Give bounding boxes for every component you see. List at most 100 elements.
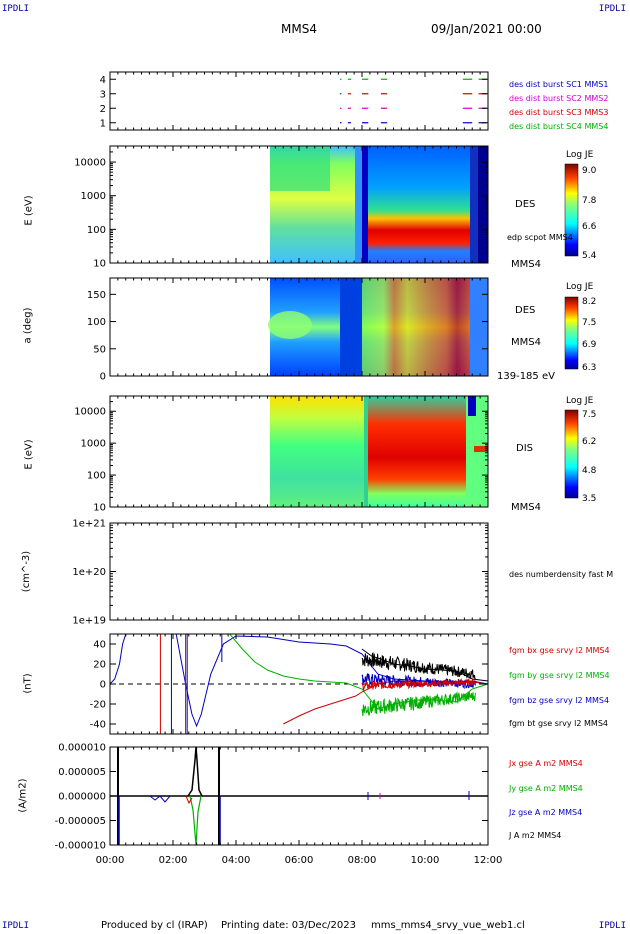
colorbar-pitch-angle-tick-2: 6.9 xyxy=(582,340,597,350)
legend-jy: Jy gse A m2 MMS4 xyxy=(509,784,583,793)
legend-bt: fgm bt gse srvy l2 MMS4 xyxy=(509,719,608,728)
footer-file: mms_mms4_srvy_vue_web1.cl xyxy=(371,920,525,931)
panel-density xyxy=(109,522,489,621)
ylabel-magnetic-field: (nT) xyxy=(22,673,34,694)
x-tick-label-0600: 06:00 xyxy=(285,855,314,866)
y-des-energy-tick-label: 100 xyxy=(87,225,106,236)
x-tick-label-0200: 02:00 xyxy=(159,855,188,866)
colorbar-dis-energy xyxy=(564,409,579,499)
des-energy-post-boundary xyxy=(366,146,470,263)
dis-energy-species-label: DIS xyxy=(516,443,533,454)
des-energy-upper-band xyxy=(270,146,330,191)
y-dis-energy-tick-label: 100 xyxy=(87,471,106,482)
colorbar-dis-energy-tick-2: 4.8 xyxy=(582,466,597,476)
panel-current xyxy=(109,746,489,846)
current-peak-jx xyxy=(185,795,193,805)
pitch-angle-species-label: DES xyxy=(515,305,536,316)
x-tick-label-1000: 10:00 xyxy=(411,855,440,866)
b-field-noise xyxy=(361,652,476,717)
y-density-tick-label: 1e+21 xyxy=(72,519,106,530)
legend-by: fgm by gse srvy l2 MMS4 xyxy=(509,671,610,680)
dis-energy-post-boundary xyxy=(368,396,468,507)
pitch-angle-post-overlay xyxy=(362,278,470,376)
legend-bx: fgm bx gse srvy l2 MMS4 xyxy=(509,646,610,655)
colorbar-des-energy-tick-1: 7.8 xyxy=(582,196,597,206)
b-field-fluctuation xyxy=(361,652,476,681)
b-series-bt xyxy=(361,648,489,682)
burst-interval-marks xyxy=(339,78,487,124)
legend-jz: Jz gse A m2 MMS4 xyxy=(509,808,583,817)
y-current-tick-label: 0.000005 xyxy=(58,767,106,778)
panel-des-energy xyxy=(109,145,489,264)
pitch-angle-energy-label: 139-185 eV xyxy=(497,371,555,382)
y-b-field-tick-label: -20 xyxy=(90,700,106,711)
y-pitch-angle-tick-label: 150 xyxy=(87,290,106,301)
y-density-tick-label: 1e+20 xyxy=(72,567,106,578)
y-burst-tick-label: 4 xyxy=(100,75,106,86)
y-des-energy-tick-label: 1000 xyxy=(81,191,106,202)
panel-burst-frame xyxy=(109,71,489,131)
y-pitch-angle-tick-label: 0 xyxy=(100,372,106,383)
page-title: MMS4 xyxy=(281,22,317,36)
pitch-angle-spacecraft-label: MMS4 xyxy=(511,337,541,348)
colorbar-dis-energy-title: Log JE xyxy=(566,396,594,406)
colorbar-pitch-angle xyxy=(564,296,579,370)
panel-dis-energy xyxy=(109,395,489,508)
ylabel-current: (A/m2) xyxy=(17,778,29,813)
colorbar-dis-energy-tick-3: 3.5 xyxy=(582,494,597,504)
y-pitch-angle-tick-label: 50 xyxy=(93,344,106,355)
b-series-bz xyxy=(109,633,489,728)
summary-plot: 00:00 02:00 04:00 06:00 08:00 10:00 12:00 1 2 3 4 1… xyxy=(55,71,579,866)
legend-density: des numberdensity fast M xyxy=(509,570,614,579)
colorbar-pitch-angle-tick-1: 7.5 xyxy=(582,318,597,328)
y-dis-energy-tick-label: 10 xyxy=(93,503,106,514)
y-des-energy-tick-label: 10000 xyxy=(74,158,106,169)
y-b-field-tick-label: 0 xyxy=(100,680,106,691)
y-current-tick-label: -0.000010 xyxy=(55,841,106,852)
legend-burst-mms2: des dist burst SC2 MMS2 xyxy=(509,94,609,103)
current-wiggle xyxy=(149,795,171,803)
panel-magnetic-field xyxy=(109,633,489,735)
ylabel-dis-energy: E (eV) xyxy=(23,439,35,470)
colorbar-pitch-angle-title: Log JE xyxy=(566,282,594,292)
colorbar-des-energy-title: Log JE xyxy=(566,150,594,160)
footer-produced-by: Produced by cl (IRAP) xyxy=(101,920,208,931)
colorbar-des-energy xyxy=(564,163,579,257)
y-pitch-angle-tick-label: 100 xyxy=(87,317,106,328)
y-b-field-tick-label: -40 xyxy=(90,720,106,731)
dis-energy-late-band xyxy=(474,446,488,452)
corner-label-bottom-right: IPDLI xyxy=(598,921,626,931)
x-tick-label-0000: 00:00 xyxy=(96,855,125,866)
panel-burst xyxy=(109,71,489,131)
dis-energy-late-dark xyxy=(468,396,476,416)
b-field-fluctuation xyxy=(361,677,476,692)
des-energy-species-label: DES xyxy=(515,199,536,210)
y-dis-energy-tick-label: 1000 xyxy=(81,439,106,450)
y-burst-tick-label: 3 xyxy=(100,89,106,100)
des-energy-end-stripe xyxy=(478,146,488,263)
panel-pitch-angle xyxy=(109,277,489,377)
y-burst-tick-label: 2 xyxy=(100,104,106,115)
y-current-tick-label: 0.000000 xyxy=(58,792,106,803)
y-b-field-tick-label: 20 xyxy=(93,660,106,671)
pitch-angle-blob xyxy=(268,311,312,339)
des-energy-gap-stripe xyxy=(362,146,368,263)
ylabel-density: (cm^-3) xyxy=(21,550,33,593)
des-energy-overlay-label: edp scpot MMS4 xyxy=(507,233,573,242)
current-peak-jy xyxy=(189,795,202,846)
footer-printing-date: Printing date: 03/Dec/2023 xyxy=(221,920,357,931)
pitch-angle-late-interval xyxy=(470,278,488,376)
ylabel-des-energy: E (eV) xyxy=(23,195,35,226)
y-current-tick-label: 0.000010 xyxy=(58,743,106,754)
axes-layer: 00:00 02:00 04:00 06:00 08:00 10:00 12:00 1 2 3 4 1… xyxy=(55,72,502,866)
colorbar-des-energy-tick-0: 9.0 xyxy=(582,166,597,176)
pitch-angle-boundary-dark xyxy=(340,278,362,376)
colorbar-dis-energy-tick-1: 6.2 xyxy=(582,437,597,447)
y-dis-energy-tick-label: 10000 xyxy=(74,407,106,418)
current-peak xyxy=(187,746,203,797)
corner-label-top-left: IPDLI xyxy=(2,4,30,14)
b-field-fluctuation xyxy=(361,690,476,717)
dis-energy-pre-boundary xyxy=(270,396,366,507)
corner-label-bottom-left: IPDLI xyxy=(2,921,30,931)
y-b-field-tick-label: 40 xyxy=(93,640,106,651)
